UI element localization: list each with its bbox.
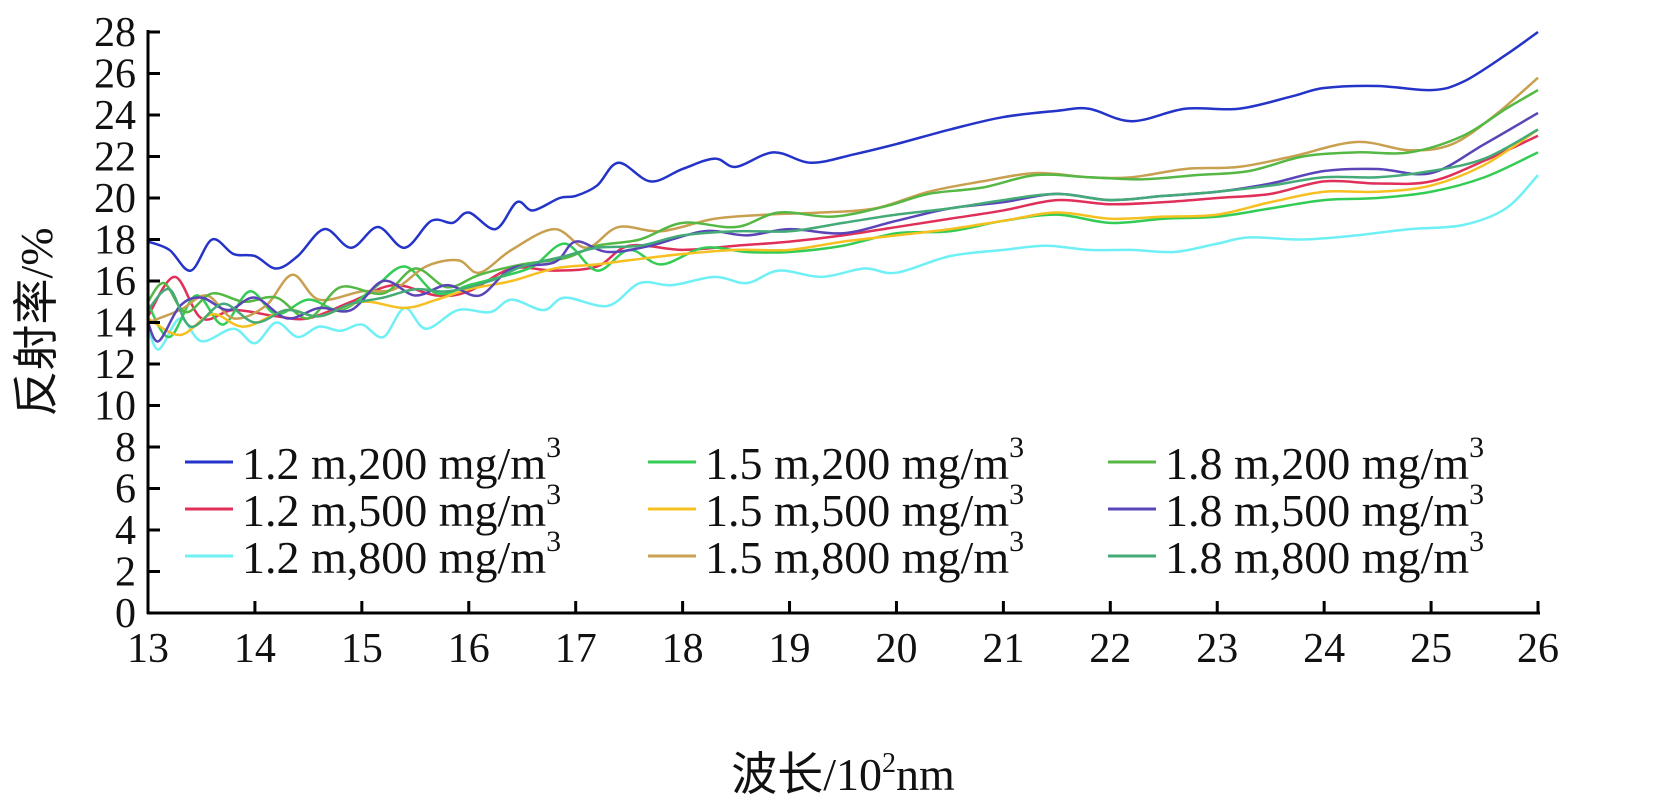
legend-label-sup: 3: [546, 478, 561, 511]
x-tick-label: 18: [662, 626, 704, 672]
series-layer: [146, 30, 1539, 351]
y-tick-label: 12: [94, 342, 136, 388]
y-tick-label: 4: [115, 508, 136, 554]
y-tick-label: 6: [115, 467, 136, 513]
legend-label: 1.5 m,800 mg/m3: [705, 525, 1024, 583]
x-tick-label: 23: [1196, 626, 1238, 672]
y-tick-label: 8: [115, 425, 136, 471]
y-tick-label: 26: [94, 52, 136, 98]
y-tick-label: 0: [115, 591, 136, 637]
series-line-5: [147, 76, 1539, 324]
legend-label-text: 1.5 m,200 mg/m: [705, 438, 1009, 489]
x-tick-label: 16: [448, 626, 490, 672]
series-line-8: [147, 128, 1539, 328]
legend-label-sup: 3: [546, 525, 561, 558]
legend-label-text: 1.2 m,200 mg/m: [242, 438, 546, 489]
legend-label: 1.8 m,500 mg/m3: [1165, 478, 1484, 536]
series-line-2: [146, 174, 1539, 351]
legend-label: 1.2 m,200 mg/m3: [242, 431, 561, 489]
legend-label-text: 1.8 m,800 mg/m: [1165, 532, 1469, 583]
y-tick-label: 28: [94, 10, 136, 56]
x-axis-label: 波长/102nm: [731, 748, 955, 800]
legend-label: 1.5 m,500 mg/m3: [705, 478, 1024, 536]
x-axis-label-sup: 2: [882, 748, 896, 779]
series-line-3: [146, 151, 1539, 339]
legend-label-text: 1.2 m,500 mg/m: [242, 485, 546, 536]
y-axis-label: 反射率/%: [11, 227, 62, 416]
y-tick-label: 20: [94, 176, 136, 222]
x-tick-label: 14: [234, 626, 276, 672]
x-tick-label: 21: [982, 626, 1024, 672]
x-tick-label: 24: [1303, 626, 1345, 672]
y-tick-label: 2: [115, 550, 136, 596]
series-line-0: [147, 30, 1539, 272]
legend-label-text: 1.5 m,500 mg/m: [705, 485, 1009, 536]
x-tick-label: 19: [769, 626, 811, 672]
x-tick-label: 15: [341, 626, 383, 672]
legend-label: 1.5 m,200 mg/m3: [705, 431, 1024, 489]
legend-label-sup: 3: [1469, 431, 1484, 464]
x-tick-label: 20: [875, 626, 917, 672]
legend-label-sup: 3: [1009, 431, 1024, 464]
x-axis-label-unit: nm: [896, 749, 955, 800]
y-tick-label: 14: [94, 301, 136, 347]
x-tick-label: 13: [127, 626, 169, 672]
legend-label: 1.2 m,500 mg/m3: [242, 478, 561, 536]
legend-label-sup: 3: [1469, 478, 1484, 511]
legend-label: 1.8 m,800 mg/m3: [1165, 525, 1484, 583]
legend-label-sup: 3: [1009, 478, 1024, 511]
x-tick-label: 17: [555, 626, 597, 672]
legend-label-text: 1.8 m,500 mg/m: [1165, 485, 1469, 536]
legend-label-text: 1.2 m,800 mg/m: [242, 532, 546, 583]
x-tick-label: 25: [1410, 626, 1452, 672]
x-ticks: 13 14 15 16 17 18 19 20 21 22 23 24 25 26: [127, 601, 1559, 672]
y-tick-label: 18: [94, 218, 136, 264]
y-tick-label: 10: [94, 384, 136, 430]
y-tick-label: 22: [94, 135, 136, 181]
legend-label-sup: 3: [1009, 525, 1024, 558]
y-tick-label: 24: [94, 93, 136, 139]
legend: 1.2 m,200 mg/m31.2 m,500 mg/m31.2 m,800 …: [185, 431, 1484, 583]
legend-label: 1.8 m,200 mg/m3: [1165, 431, 1484, 489]
x-tick-label: 26: [1517, 626, 1559, 672]
legend-label-sup: 3: [1469, 525, 1484, 558]
legend-label: 1.2 m,800 mg/m3: [242, 525, 561, 583]
legend-label-text: 1.8 m,200 mg/m: [1165, 438, 1469, 489]
x-axis-label-main: 波长/10: [731, 749, 882, 800]
x-tick-label: 22: [1089, 626, 1131, 672]
legend-label-text: 1.5 m,800 mg/m: [705, 532, 1009, 583]
y-tick-label: 16: [94, 259, 136, 305]
legend-label-sup: 3: [546, 431, 561, 464]
series-line-6: [146, 89, 1539, 320]
